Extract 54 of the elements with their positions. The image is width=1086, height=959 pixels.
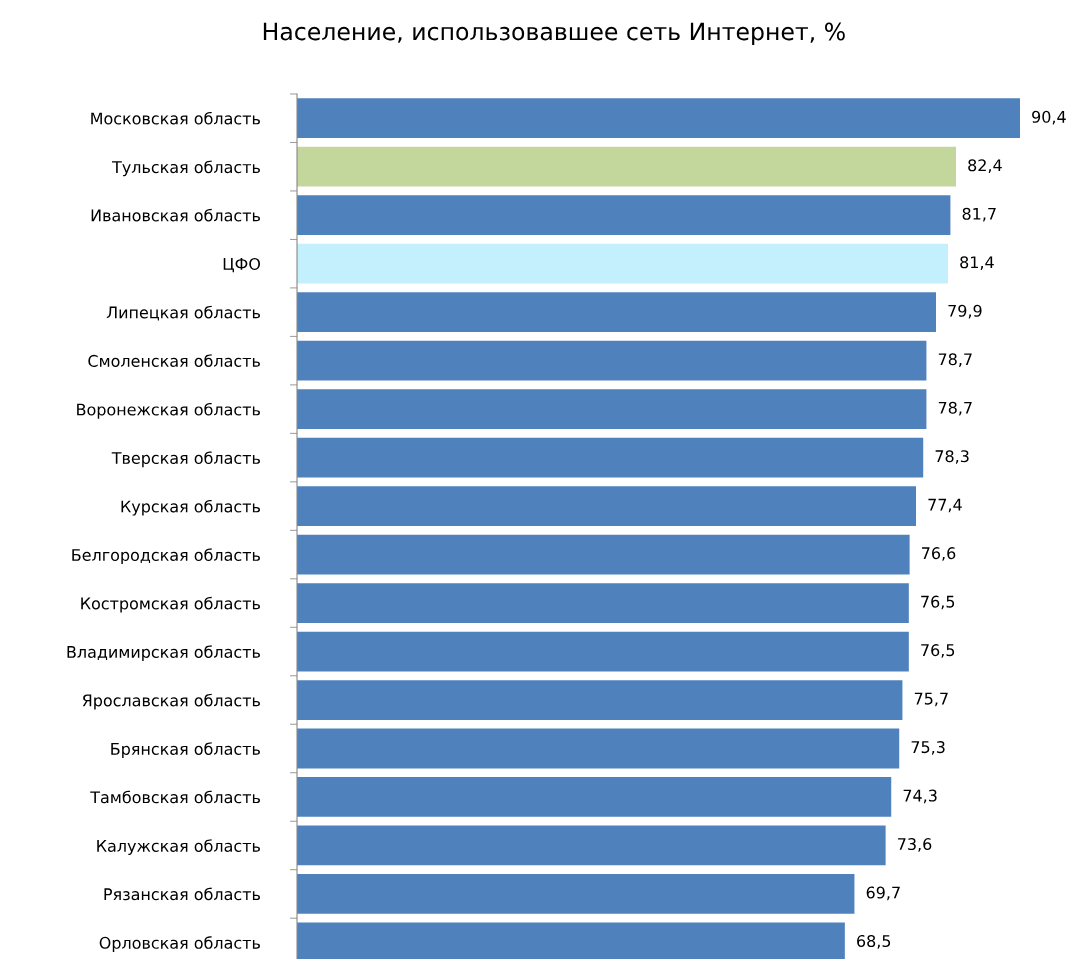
y-tick-label: Тверская область [111,451,260,468]
y-tick-label: Орловская область [99,936,260,952]
bar [297,195,951,236]
y-tick-label: ЦФО [223,257,261,273]
y-tick-label: Владимирская область [67,645,260,662]
bar [297,777,892,817]
bar [297,437,924,478]
data-label: 68,5 [857,934,891,949]
bar [297,825,886,866]
bar [297,340,927,381]
bar [297,486,917,526]
data-label: 78,7 [938,401,972,416]
y-tick-label: Калужская область [97,839,260,855]
data-label: 75,3 [911,741,945,755]
y-tick-label: Костромская область [81,596,260,613]
data-label: 78,7 [938,353,972,367]
data-label: 79,9 [948,304,982,319]
y-tick-label: Ярославская область [82,693,260,710]
y-tick-label: Ивановская область [91,208,260,222]
y-tick-label: Тульская область [112,160,260,177]
data-label: 76,5 [921,595,955,610]
data-label: 82,4 [968,159,1002,173]
y-tick-label: Московская область [91,111,260,125]
data-label: 77,4 [928,498,962,513]
data-label: 78,3 [935,450,969,464]
y-tick-label: Рязанская область [104,887,260,901]
data-label: 75,7 [914,692,948,707]
bar [297,243,949,284]
bar [297,146,957,187]
y-tick-label: Белгородская область [72,548,260,565]
bar [297,680,903,720]
bar [297,389,927,429]
y-tick-label: Смоленская область [88,354,260,367]
y-tick-label: Липецкая область [106,305,260,321]
bar [297,631,909,672]
data-label: 81,4 [960,256,994,270]
data-label: 74,3 [903,789,937,804]
bar [297,874,855,914]
bar [297,292,937,333]
data-label: 76,6 [922,547,956,561]
bar [297,583,909,623]
bar [297,98,1020,139]
data-label: 73,6 [898,838,932,852]
y-tick-label: Брянская область [111,742,260,759]
bar [297,728,900,769]
y-tick-label: Курская область [121,499,260,516]
bar [297,534,910,575]
y-tick-label: Тамбовская область [90,790,260,804]
y-tick-label: Воронежская область [77,402,260,419]
data-label: 69,7 [866,886,900,901]
data-label: 90,4 [1032,110,1066,125]
chart-title: Население, использовавшее сеть Интернет, % [263,22,845,45]
data-label: 76,5 [921,644,955,658]
data-label: 81,7 [962,207,996,222]
